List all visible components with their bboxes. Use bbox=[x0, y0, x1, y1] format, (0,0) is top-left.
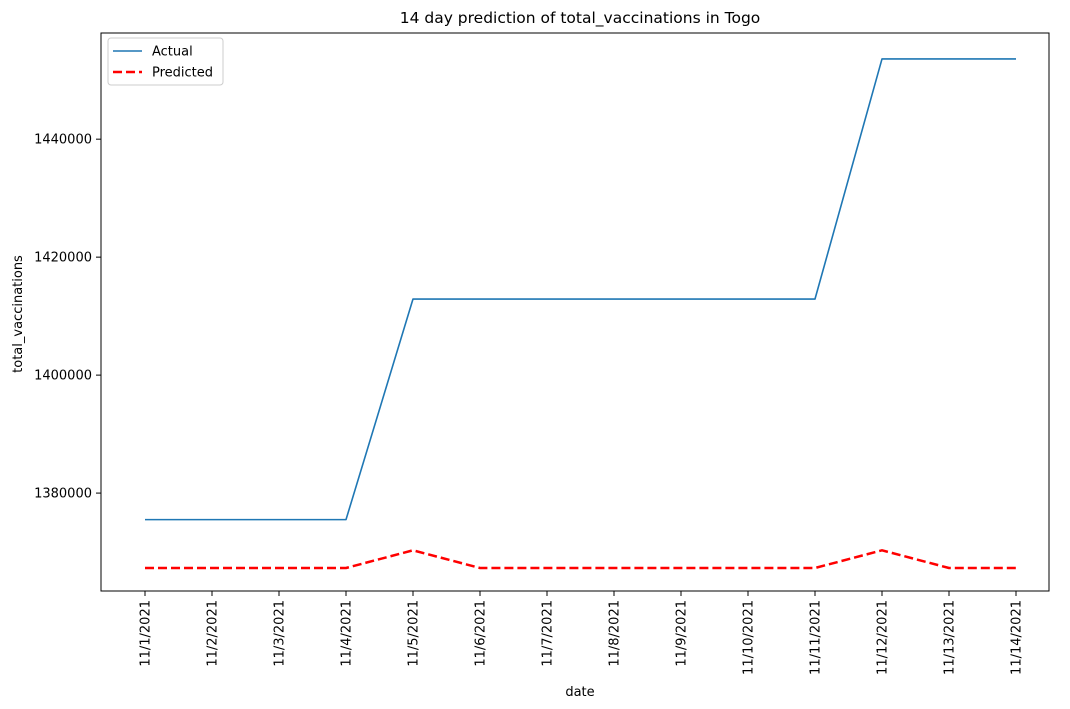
axes-frame bbox=[100, 32, 1050, 592]
y-tick-label: 1420000 bbox=[34, 251, 92, 266]
plot-area: 1380000 1400000 1420000 1440000 11/1/2021 11/… bbox=[34, 32, 1050, 675]
x-tick-label: 11/5/2021 bbox=[407, 600, 422, 667]
x-tick-label: 11/4/2021 bbox=[340, 600, 355, 667]
x-tick-label: 11/8/2021 bbox=[608, 600, 623, 667]
x-tick-label: 11/11/2021 bbox=[809, 600, 824, 675]
x-tick-label: 11/12/2021 bbox=[876, 600, 891, 675]
legend-box bbox=[107, 37, 224, 86]
y-tick-label: 1400000 bbox=[34, 369, 92, 384]
chart-title: 14 day prediction of total_vaccinations … bbox=[400, 9, 761, 28]
y-axis-label: total_vaccinations bbox=[11, 255, 26, 373]
x-tick-label: 11/14/2021 bbox=[1010, 600, 1025, 675]
x-tick-label: 11/2/2021 bbox=[206, 600, 221, 667]
x-tick-label: 11/1/2021 bbox=[139, 600, 154, 667]
x-tick-label: 11/13/2021 bbox=[943, 600, 958, 675]
x-tick-label: 11/10/2021 bbox=[742, 600, 757, 675]
series-line-predicted bbox=[145, 549, 1016, 570]
x-tick-label: 11/6/2021 bbox=[474, 600, 489, 667]
series-line-actual bbox=[145, 58, 1016, 521]
y-tick-label: 1380000 bbox=[34, 487, 92, 502]
legend-label-predicted: Predicted bbox=[152, 66, 213, 81]
y-tick-label: 1440000 bbox=[34, 133, 92, 148]
x-tick-label: 11/9/2021 bbox=[675, 600, 690, 667]
x-tick-label: 11/3/2021 bbox=[273, 600, 288, 667]
x-tick-label: 11/7/2021 bbox=[541, 600, 556, 667]
legend-label-actual: Actual bbox=[152, 45, 193, 60]
x-axis-label: date bbox=[565, 685, 594, 700]
legend: Actual Predicted bbox=[107, 37, 224, 86]
